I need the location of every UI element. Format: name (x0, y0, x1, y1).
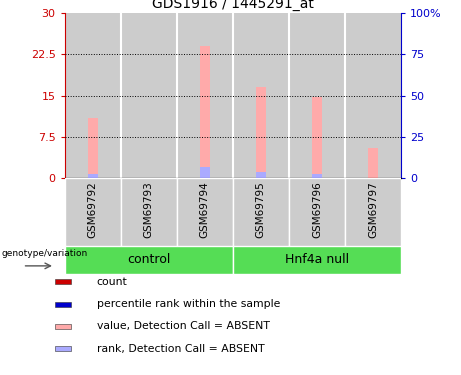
Bar (289, 13, 345, 178)
Text: percentile rank within the sample: percentile rank within the sample (97, 299, 280, 309)
Bar (65, 246, 233, 274)
Text: GSM69795: GSM69795 (256, 182, 266, 238)
Text: GSM69793: GSM69793 (144, 182, 154, 238)
Text: value, Detection Call = ABSENT: value, Detection Call = ABSENT (97, 321, 270, 332)
Text: GSM69792: GSM69792 (88, 182, 98, 238)
Bar (256, 172, 266, 178)
Bar (256, 87, 266, 178)
Text: GSM69794: GSM69794 (200, 182, 210, 238)
Bar (345, 178, 401, 246)
Bar (177, 13, 233, 178)
Bar (289, 178, 345, 246)
Bar (55, 324, 71, 329)
Bar (200, 46, 210, 178)
Text: Hnf4a null: Hnf4a null (285, 253, 349, 266)
Bar (88, 118, 98, 178)
Text: genotype/variation: genotype/variation (1, 249, 88, 258)
Bar (368, 148, 378, 178)
Bar (177, 178, 233, 246)
Bar (345, 13, 401, 178)
Bar (233, 13, 289, 178)
Bar (233, 178, 289, 246)
Title: GDS1916 / 1445291_at: GDS1916 / 1445291_at (152, 0, 314, 11)
Text: GSM69797: GSM69797 (368, 182, 378, 238)
Text: control: control (127, 253, 171, 266)
Text: GSM69796: GSM69796 (312, 182, 322, 238)
Bar (55, 302, 71, 307)
Bar (55, 346, 71, 351)
Bar (121, 178, 177, 246)
Bar (233, 246, 401, 274)
Bar (65, 178, 121, 246)
Bar (65, 13, 121, 178)
Bar (55, 279, 71, 284)
Text: rank, Detection Call = ABSENT: rank, Detection Call = ABSENT (97, 344, 265, 354)
Bar (312, 97, 322, 178)
Bar (88, 174, 98, 178)
Bar (200, 167, 210, 178)
Bar (312, 174, 322, 178)
Bar (121, 13, 177, 178)
Text: count: count (97, 277, 128, 287)
